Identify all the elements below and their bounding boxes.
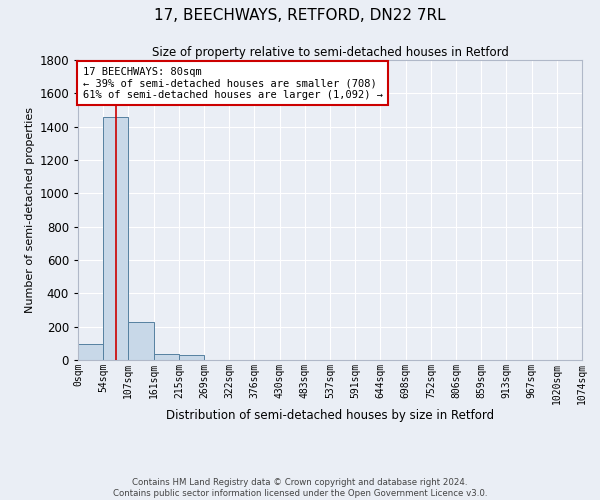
Text: 17 BEECHWAYS: 80sqm
← 39% of semi-detached houses are smaller (708)
61% of semi-: 17 BEECHWAYS: 80sqm ← 39% of semi-detach… [83,66,383,100]
Bar [103,116,128,360]
Title: Size of property relative to semi-detached houses in Retford: Size of property relative to semi-detach… [152,46,508,59]
Text: Contains HM Land Registry data © Crown copyright and database right 2024.
Contai: Contains HM Land Registry data © Crown c… [113,478,487,498]
X-axis label: Distribution of semi-detached houses by size in Retford: Distribution of semi-detached houses by … [166,410,494,422]
Bar [128,322,154,360]
Text: 17, BEECHWAYS, RETFORD, DN22 7RL: 17, BEECHWAYS, RETFORD, DN22 7RL [154,8,446,22]
Bar [179,356,204,360]
Bar [154,354,179,360]
Bar [78,344,103,360]
Y-axis label: Number of semi-detached properties: Number of semi-detached properties [25,107,35,313]
